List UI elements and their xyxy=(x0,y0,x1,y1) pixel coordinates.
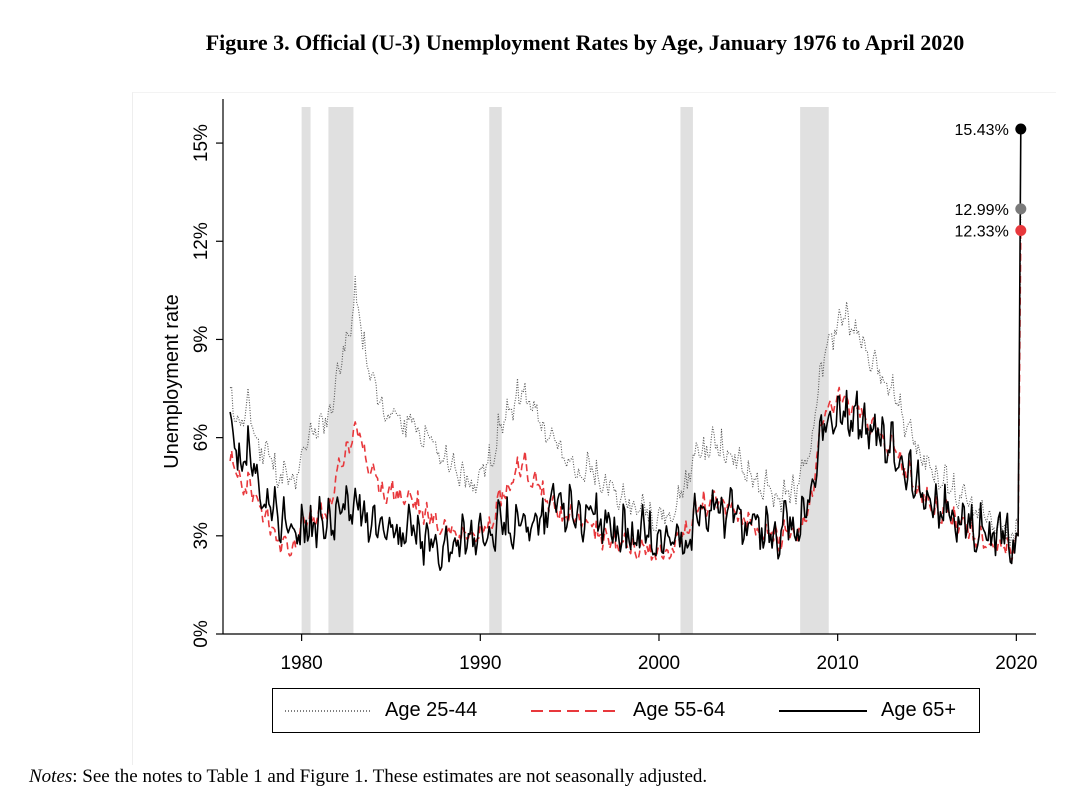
recession-band-1 xyxy=(328,107,354,634)
end-marker-age-25-44 xyxy=(1015,203,1027,215)
legend-swatch-solid xyxy=(779,709,867,712)
x-tick-label-3: 2010 xyxy=(817,653,859,674)
figure-title: Figure 3. Official (U-3) Unemployment Ra… xyxy=(205,30,965,55)
end-marker-age-65-plus xyxy=(1015,123,1027,135)
y-tick-label-4: 12% xyxy=(191,222,212,260)
end-label-age-55-64: 12.33% xyxy=(955,223,1009,240)
legend-label-age-65-plus: Age 65+ xyxy=(881,699,957,721)
legend-swatch-dashed xyxy=(531,709,619,712)
end-marker-age-55-64 xyxy=(1015,224,1027,236)
y-tick-label-3: 9% xyxy=(191,326,212,354)
y-axis-title: Unemployment rate xyxy=(161,294,183,469)
chart-panel: 0% 3% 6% 9% 12% 15% Unemployment rate 1980 1990 2… xyxy=(132,92,1056,765)
series-line-age-65-plus xyxy=(229,128,1022,571)
y-tick-label-5: 15% xyxy=(191,124,212,162)
legend-item-age-55-64: Age 55-64 xyxy=(531,689,725,732)
recession-band-2 xyxy=(489,107,502,634)
legend-swatch-dotted xyxy=(285,709,371,712)
legend-label-age-25-44: Age 25-44 xyxy=(385,699,478,721)
x-tick-label-0: 1980 xyxy=(280,653,322,674)
legend-item-age-65-plus: Age 65+ xyxy=(779,689,956,732)
end-label-age-65-plus: 15.43% xyxy=(955,122,1009,139)
x-tick-label-1: 1990 xyxy=(459,653,501,674)
x-tick-label-2: 2000 xyxy=(638,653,680,674)
y-tick-label-0: 0% xyxy=(191,620,212,648)
series-line-age-25-44 xyxy=(229,208,1022,546)
recession-band-3 xyxy=(680,107,693,634)
chart-plot: 0% 3% 6% 9% 12% 15% Unemployment rate 1980 1990 2… xyxy=(161,99,1037,674)
y-tick-label-1: 3% xyxy=(191,522,212,550)
notes-text: : See the notes to Table 1 and Figure 1.… xyxy=(72,766,708,787)
chart-legend: Age 25-44 Age 55-64 Age 65+ xyxy=(272,688,980,733)
end-label-age-25-44: 12.99% xyxy=(955,202,1009,219)
legend-label-age-55-64: Age 55-64 xyxy=(633,699,726,721)
recession-band-0 xyxy=(301,107,311,634)
y-tick-label-2: 6% xyxy=(191,424,212,452)
x-tick-label-4: 2020 xyxy=(995,653,1037,674)
recession-band-4 xyxy=(800,107,829,634)
notes-prefix: Notes xyxy=(29,766,73,787)
legend-item-age-25-44: Age 25-44 xyxy=(285,689,477,732)
figure-notes: Notes: See the notes to Table 1 and Figu… xyxy=(29,766,1069,788)
